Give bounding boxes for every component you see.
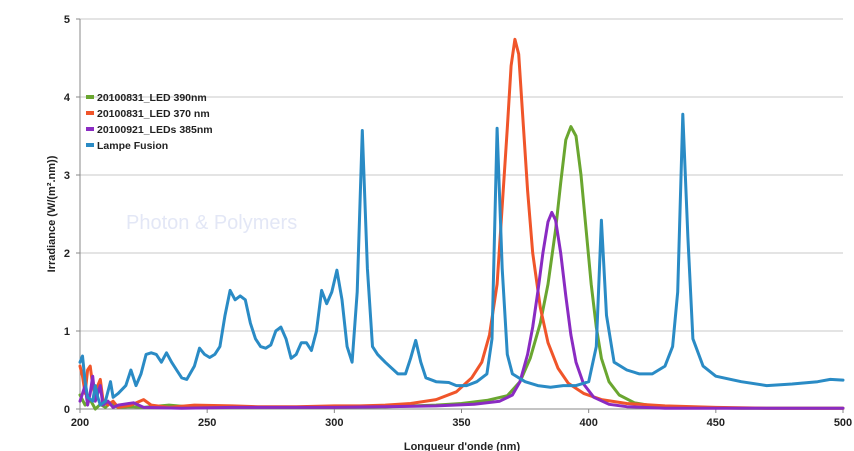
y-tick-labels: 0 1 2 3 4 5 bbox=[64, 14, 71, 416]
x-tick-label-450: 450 bbox=[707, 417, 725, 429]
legend-label-2: 20100831_LED 370 nm bbox=[97, 108, 210, 120]
x-axis-title: Longueur d'onde (nm) bbox=[404, 441, 521, 451]
x-tick-label-500: 500 bbox=[834, 417, 852, 429]
legend: 20100831_LED 390nm 20100831_LED 370 nm 201… bbox=[86, 92, 213, 152]
y-tick-label-5: 5 bbox=[64, 14, 70, 26]
legend-label-3: 20100921_LEDs 385nm bbox=[97, 124, 213, 136]
x-tick-labels: 200 250 300 350 400 450 500 bbox=[71, 417, 852, 429]
y-axis-title: Irradiance (W/(m².nm)) bbox=[46, 155, 58, 272]
y-tick-label-1: 1 bbox=[64, 326, 70, 338]
x-tick-label-400: 400 bbox=[579, 417, 597, 429]
y-tick-label-4: 4 bbox=[64, 92, 71, 104]
y-tick-label-0: 0 bbox=[64, 404, 70, 416]
legend-label-1: 20100831_LED 390nm bbox=[97, 92, 207, 104]
series-line-3 bbox=[78, 210, 845, 410]
series-line-4 bbox=[78, 112, 845, 407]
series-lines bbox=[78, 37, 845, 411]
x-tick-label-300: 300 bbox=[325, 417, 343, 429]
x-tick-label-350: 350 bbox=[452, 417, 470, 429]
watermark-text: Photon & Polymers bbox=[126, 212, 297, 234]
gridlines bbox=[80, 18, 843, 332]
y-tick-label-3: 3 bbox=[64, 170, 70, 182]
legend-label-4: Lampe Fusion bbox=[97, 140, 168, 152]
x-tick-label-200: 200 bbox=[71, 417, 89, 429]
x-tick-label-250: 250 bbox=[198, 417, 216, 429]
series-line-2 bbox=[78, 37, 845, 410]
y-tick-label-2: 2 bbox=[64, 248, 70, 260]
